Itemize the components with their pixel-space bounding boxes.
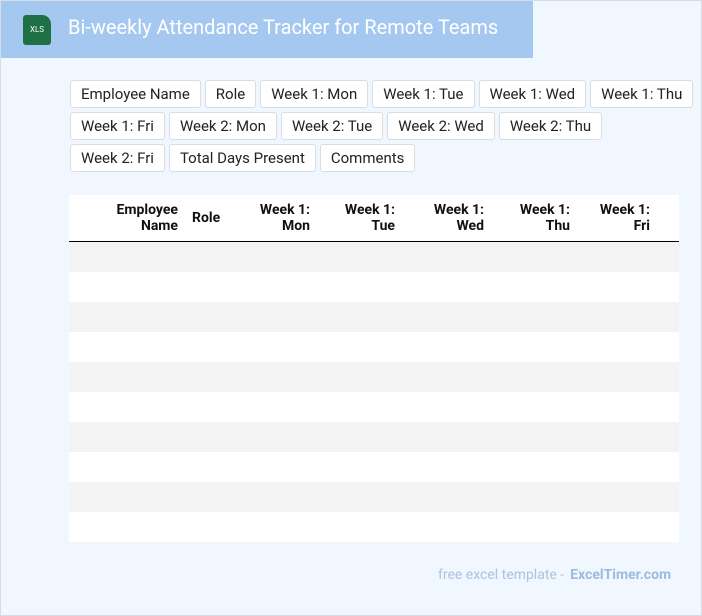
tag[interactable]: Comments <box>319 144 416 172</box>
file-icon: XLS <box>23 15 51 45</box>
table-body <box>69 242 679 542</box>
table-row <box>69 422 679 452</box>
column-header: Week 1: Thu <box>519 202 570 234</box>
table-row <box>69 362 679 392</box>
footer-text: free excel template - <box>438 567 565 583</box>
table-row <box>69 272 679 302</box>
table-row <box>69 452 679 482</box>
column-header: Role <box>192 210 221 226</box>
tag[interactable]: Week 2: Mon <box>168 112 277 140</box>
table-row <box>69 332 679 362</box>
tag[interactable]: Week 2: Fri <box>70 144 165 172</box>
table-header: Employee Name Role Week 1: Mon Week 1: Tue W… <box>69 195 679 242</box>
tag[interactable]: Week 1: Thu <box>590 80 694 108</box>
footer: free excel template - ExcelTimer.com <box>438 567 671 583</box>
column-header: Week 1: Wed <box>433 202 484 234</box>
tag-list: Employee Name Role Week 1: Mon Week 1: Tue W… <box>70 80 695 172</box>
tag[interactable]: Total Days Present <box>168 144 316 172</box>
table: Employee Name Role Week 1: Mon Week 1: Tue W… <box>69 195 679 542</box>
footer-link[interactable]: ExcelTimer.com <box>570 567 672 583</box>
column-header: Week 1: Mon <box>259 202 310 234</box>
table-row <box>69 242 679 272</box>
column-header: Week 1: Tue <box>344 202 395 234</box>
tag[interactable]: Week 2: Thu <box>498 112 603 140</box>
tag[interactable]: Week 2: Wed <box>387 112 495 140</box>
tag[interactable]: Role <box>204 80 257 108</box>
tag[interactable]: Week 1: Tue <box>372 80 475 108</box>
tag[interactable]: Employee Name <box>70 80 201 108</box>
tag[interactable]: Week 2: Tue <box>280 112 384 140</box>
tag[interactable]: Week 1: Fri <box>70 112 165 140</box>
table-row <box>69 512 679 542</box>
table-row <box>69 302 679 332</box>
tag[interactable]: Week 1: Wed <box>478 80 587 108</box>
column-header: Employee Name <box>116 202 178 234</box>
tag[interactable]: Week 1: Mon <box>260 80 369 108</box>
header-bar: XLS Bi-weekly Attendance Tracker for Rem… <box>1 1 533 58</box>
column-header: Week 1: Fri <box>599 202 650 234</box>
table-row <box>69 482 679 512</box>
page-title: Bi-weekly Attendance Tracker for Remote … <box>68 15 499 39</box>
table-row <box>69 392 679 422</box>
